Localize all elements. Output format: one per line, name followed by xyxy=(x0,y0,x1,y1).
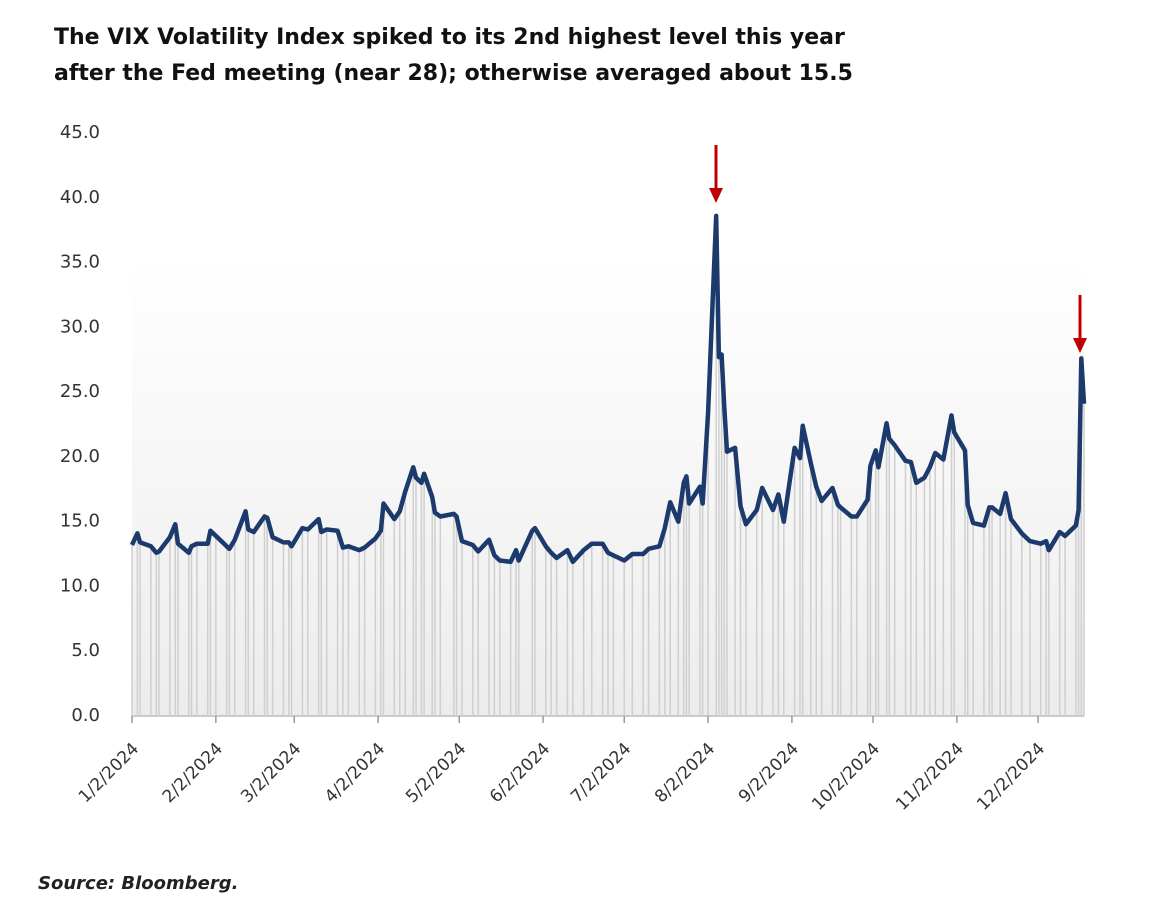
x-tick-label: 2/2/2024 xyxy=(159,739,227,807)
x-tick-label: 7/2/2024 xyxy=(567,739,635,807)
y-tick-label: 45.0 xyxy=(60,122,100,143)
y-tick-label: 10.0 xyxy=(60,575,100,596)
x-tick-label: 4/2/2024 xyxy=(321,739,389,807)
y-tick-label: 15.0 xyxy=(60,511,100,532)
y-tick-label: 40.0 xyxy=(60,187,100,208)
x-tick-label: 12/2/2024 xyxy=(973,739,1049,815)
annotation-arrow xyxy=(1073,295,1087,353)
annotation-arrow xyxy=(709,145,723,203)
x-tick-label: 1/2/2024 xyxy=(75,739,143,807)
y-tick-label: 0.0 xyxy=(71,705,100,726)
y-tick-label: 35.0 xyxy=(60,252,100,273)
x-tick-label: 3/2/2024 xyxy=(237,739,305,807)
x-tick-label: 8/2/2024 xyxy=(651,739,719,807)
x-tick-label: 9/2/2024 xyxy=(735,739,803,807)
x-tick-label: 6/2/2024 xyxy=(486,739,554,807)
y-tick-label: 25.0 xyxy=(60,381,100,402)
y-tick-label: 5.0 xyxy=(71,640,100,661)
chart-subtitle: after the Fed meeting (near 28); otherwi… xyxy=(54,61,853,86)
source-note: Source: Bloomberg. xyxy=(38,873,238,894)
y-tick-label: 20.0 xyxy=(60,446,100,467)
series-line xyxy=(129,213,1087,565)
x-tick-label: 11/2/2024 xyxy=(892,739,968,815)
x-tick-label: 10/2/2024 xyxy=(808,739,884,815)
chart-title: The VIX Volatility Index spiked to its 2… xyxy=(54,25,845,50)
y-tick-label: 30.0 xyxy=(60,316,100,337)
x-tick-label: 5/2/2024 xyxy=(402,739,470,807)
